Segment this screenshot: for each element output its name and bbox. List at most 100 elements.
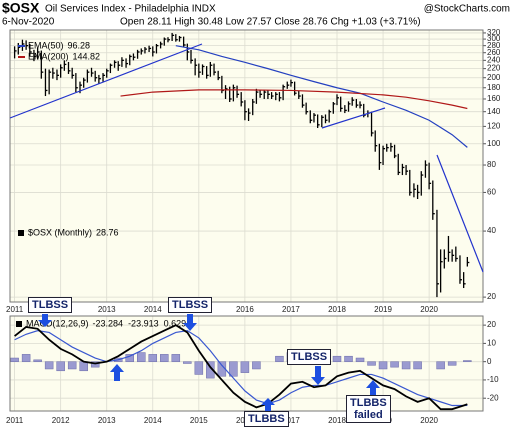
y-tick-label: 20 [487, 320, 496, 329]
arrow [311, 366, 325, 385]
y-tick-label: 60 [487, 188, 496, 197]
histogram-bar [447, 361, 457, 366]
x-tick-label: 2020 [420, 416, 438, 425]
y-tick-label: 240 [487, 55, 501, 64]
histogram-bar [194, 361, 204, 375]
x-tick-label: 2017 [282, 416, 300, 425]
histogram-bar [160, 354, 169, 362]
signal-arrows [38, 314, 380, 411]
x-tick-label: 2014 [144, 305, 162, 314]
histogram-bar [67, 361, 77, 370]
x-tick-label: 2018 [328, 416, 346, 425]
macd-line [14, 329, 468, 407]
arrow [38, 314, 52, 327]
x-tick-label: 2014 [144, 416, 162, 425]
arrow [183, 314, 197, 331]
x-tick-label: 2020 [420, 305, 438, 314]
y-tick-label: 200 [487, 73, 501, 82]
panel-border [9, 29, 484, 303]
legend-value: 96.28 [68, 40, 91, 50]
drawings [9, 43, 484, 273]
histogram-bar [137, 352, 146, 362]
histogram-bar [171, 354, 181, 362]
legend-label: EMA(50) [28, 40, 64, 50]
y-tick-label: 40 [487, 226, 496, 235]
histogram-bar [401, 361, 411, 370]
x-tick-label: 2016 [236, 305, 254, 314]
arrow [261, 398, 275, 411]
arrow [110, 364, 124, 381]
histogram-bar [413, 361, 422, 370]
y-tick-label: -10 [487, 375, 499, 384]
panel [10, 30, 483, 302]
legend-swatch [16, 321, 22, 327]
y-tick-label: 300 [487, 34, 501, 43]
legend-value: 0.629 [164, 318, 187, 328]
x-tick-label: 2015 [190, 416, 208, 425]
macd-line [14, 324, 468, 411]
histogram-bar [463, 360, 472, 362]
histogram-bar [44, 361, 54, 370]
y-tick-label: 120 [487, 121, 501, 130]
histogram-bar [10, 357, 19, 362]
histogram-bar [79, 361, 88, 372]
histogram-bar [355, 357, 365, 362]
y-tick-label: 100 [487, 139, 501, 148]
y-tick-label: 160 [487, 94, 501, 103]
x-tick-label: 2018 [328, 305, 346, 314]
histogram-bar [367, 361, 376, 366]
legend-label: $OSX (Monthly) [28, 227, 92, 237]
histogram-bar [240, 361, 250, 373]
histogram-bar [275, 355, 284, 362]
moving-average [175, 45, 468, 148]
legend-value: 28.76 [96, 227, 119, 237]
x-tick-label: 2011 [6, 416, 24, 425]
index-name: Oil Services Index - Philadelphia INDX [45, 4, 216, 15]
x-tick-label: 2017 [282, 305, 300, 314]
legend-value: -23.284 [93, 318, 124, 328]
histogram-bar [148, 354, 158, 362]
histogram-bar [183, 361, 192, 364]
x-tick-label: 2011 [6, 305, 24, 314]
legend-swatch [18, 230, 24, 236]
histogram-bar [390, 361, 399, 368]
trendline [436, 154, 484, 273]
y-tick-label: 10 [487, 339, 496, 348]
arrow [366, 380, 380, 396]
trendline [9, 43, 203, 119]
annotation: TLBSS [28, 297, 73, 313]
x-tick-label: 2013 [98, 416, 116, 425]
y-tick-label: 80 [487, 160, 496, 169]
histogram-bar [436, 361, 445, 370]
y-tick-label: 0 [487, 357, 492, 366]
legend-label: EMA(200) [28, 51, 69, 61]
source: @StockCharts.com [424, 4, 510, 15]
histogram-bar [56, 361, 65, 372]
histogram-bar [206, 361, 215, 379]
y-tick-label: 140 [487, 107, 501, 116]
annotation: TLBSS [168, 297, 213, 313]
histogram-bar [332, 355, 342, 362]
y-tick-label: 320 [487, 28, 501, 37]
legend-label: MACD(12,26,9) [26, 318, 89, 328]
histogram-bar [252, 361, 261, 370]
y-tick-label: 260 [487, 48, 501, 57]
histogram-bar [21, 354, 31, 362]
histogram-bar [90, 361, 100, 368]
x-tick-label: 2012 [52, 416, 70, 425]
quote: Open 28.11 High 30.48 Low 27.57 Close 28… [120, 17, 421, 28]
legend-value: 144.82 [73, 51, 101, 61]
y-tick-label: 180 [487, 83, 501, 92]
annotation: TLBSS [287, 349, 332, 365]
moving-average [120, 89, 468, 110]
date: 6-Nov-2020 [2, 17, 55, 28]
y-tick-label: -20 [487, 393, 499, 402]
y-tick-label: 220 [487, 64, 501, 73]
trendline [321, 107, 386, 129]
histogram-bar [378, 361, 388, 370]
x-tick-label: 2013 [98, 305, 116, 314]
histogram-bar [344, 355, 353, 362]
symbol: $OSX [2, 0, 40, 16]
